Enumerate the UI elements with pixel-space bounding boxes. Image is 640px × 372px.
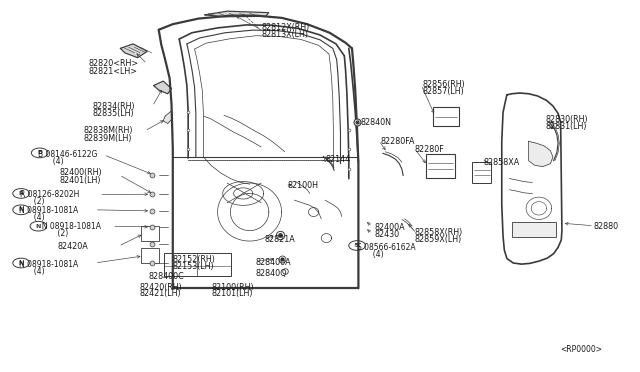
Text: 82839M(LH): 82839M(LH) [83,134,132,142]
FancyBboxPatch shape [426,154,455,178]
Text: (4): (4) [29,267,44,276]
Polygon shape [163,111,173,124]
Text: 82840Q: 82840Q [256,269,287,278]
Text: 82857(LH): 82857(LH) [422,87,464,96]
Text: (4): (4) [48,157,63,166]
Text: 82820<RH>: 82820<RH> [88,60,138,68]
Text: 82821<LH>: 82821<LH> [88,67,138,76]
Text: 82840N: 82840N [361,118,392,126]
Text: 82100H: 82100H [288,182,319,190]
Text: B: B [37,150,42,155]
Text: (2): (2) [29,197,44,206]
Polygon shape [120,44,147,58]
Text: 82421(LH): 82421(LH) [140,289,181,298]
Text: 82400(RH): 82400(RH) [60,169,102,177]
Text: 82835(LH): 82835(LH) [93,109,134,118]
Text: N 08918-1081A: N 08918-1081A [19,260,79,269]
Text: 82858X(RH): 82858X(RH) [415,228,463,237]
Text: 82100(RH): 82100(RH) [211,283,254,292]
Text: 82880: 82880 [594,222,619,231]
Text: (4): (4) [368,250,383,259]
FancyBboxPatch shape [141,248,159,263]
FancyBboxPatch shape [433,107,459,126]
Text: B 08146-6122G: B 08146-6122G [38,150,98,159]
Polygon shape [529,141,553,167]
Text: 82400A: 82400A [374,223,405,232]
Text: 82101(LH): 82101(LH) [211,289,253,298]
Text: S 08566-6162A: S 08566-6162A [357,243,416,251]
Text: 82420(RH): 82420(RH) [140,283,182,292]
Text: R: R [19,191,24,196]
Text: 828400C: 828400C [148,272,184,280]
Text: (2): (2) [48,230,68,238]
Text: 82831(LH): 82831(LH) [545,122,587,131]
Text: N: N [19,207,24,212]
Text: 82858XA: 82858XA [484,158,520,167]
Text: S: S [355,243,360,248]
Polygon shape [154,81,172,94]
Text: 82856(RH): 82856(RH) [422,80,465,89]
Text: 82812X(RH): 82812X(RH) [261,23,309,32]
Text: <RP0000>: <RP0000> [561,345,603,354]
Text: (4): (4) [29,214,44,222]
Text: 82144: 82144 [325,155,350,164]
FancyBboxPatch shape [472,162,491,183]
Text: R 08126-8202H: R 08126-8202H [20,190,80,199]
Text: 82813X(LH): 82813X(LH) [261,31,308,39]
Text: 82430: 82430 [374,230,399,239]
Text: 82830(RH): 82830(RH) [545,115,588,124]
Text: 82152(RH): 82152(RH) [173,255,216,264]
Text: N 08918-1081A: N 08918-1081A [37,222,101,231]
Text: 82280FA: 82280FA [381,137,415,146]
Text: N 08918-1081A: N 08918-1081A [19,206,79,215]
Bar [512,222,556,237]
Text: 828400A: 828400A [256,258,292,267]
Text: 82401(LH): 82401(LH) [60,176,101,185]
Text: 82153(LH): 82153(LH) [173,262,214,271]
Bar [164,253,231,276]
FancyBboxPatch shape [141,226,159,241]
Text: 82420A: 82420A [58,242,88,251]
Text: 82280F: 82280F [415,145,444,154]
Text: 82838M(RH): 82838M(RH) [83,126,132,135]
Text: N: N [19,260,24,266]
Text: N: N [36,224,41,229]
Text: 82834(RH): 82834(RH) [93,102,136,111]
Polygon shape [205,11,269,17]
Text: 82859X(LH): 82859X(LH) [415,235,462,244]
Text: 82821A: 82821A [265,235,296,244]
